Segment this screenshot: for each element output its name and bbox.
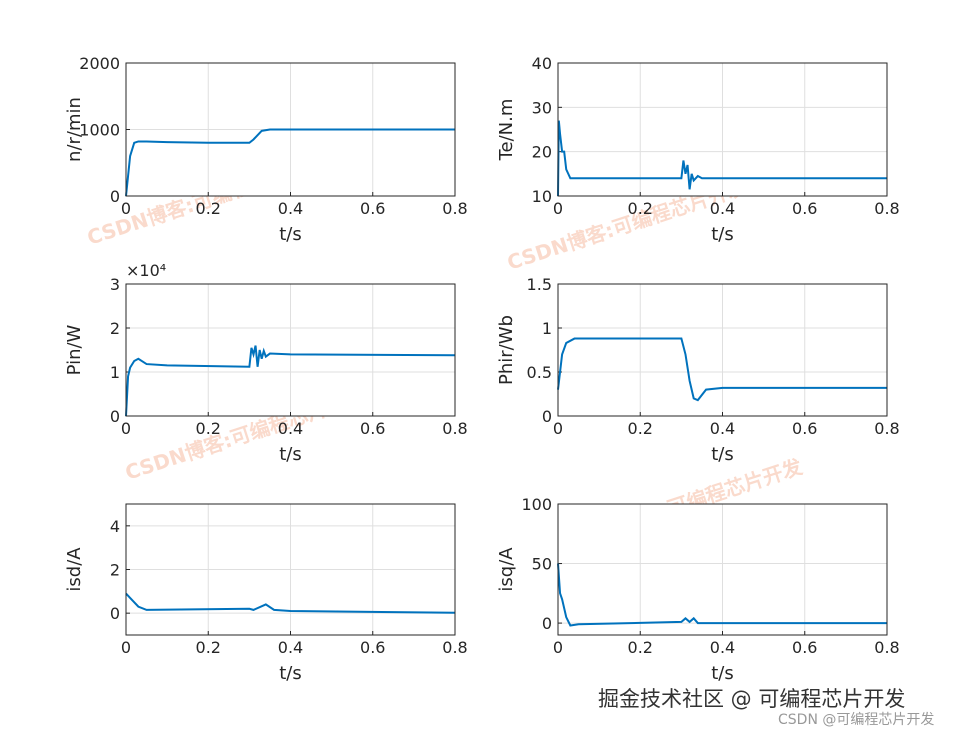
axes-box <box>125 283 456 417</box>
axes-box <box>125 62 456 197</box>
x-axis-label: t/s <box>279 663 302 684</box>
x-axis-label: t/s <box>711 224 734 245</box>
y-tick-label: 2000 <box>79 54 120 73</box>
y-axis-label: isd/A <box>64 547 85 592</box>
x-tick-label: 0.4 <box>710 199 735 218</box>
x-tick-label: 0.8 <box>442 638 467 657</box>
x-axis-label: t/s <box>711 444 734 465</box>
y-exponent-label: ×10⁴ <box>126 261 166 280</box>
x-tick-label: 0.6 <box>792 419 817 438</box>
x-tick-label: 0.8 <box>874 199 899 218</box>
y-tick-label: 2 <box>110 561 120 580</box>
series-line <box>557 120 887 197</box>
x-tick-label: 0.2 <box>196 638 221 657</box>
x-tick-label: 0.4 <box>278 638 303 657</box>
x-axis-label: t/s <box>279 444 302 465</box>
x-tick-label: 0.6 <box>792 638 817 657</box>
y-axis-label: Pin/W <box>64 324 85 375</box>
axes-box <box>557 62 888 197</box>
credit-small: CSDN @可编程芯片开发 <box>778 712 934 728</box>
y-tick-label: 3 <box>110 275 120 294</box>
x-tick-label: 0.6 <box>360 638 385 657</box>
y-tick-label: 30 <box>532 98 552 117</box>
x-tick-label: 0.2 <box>628 419 653 438</box>
x-axis-label: t/s <box>279 224 302 245</box>
y-tick-label: 1000 <box>79 121 120 140</box>
y-tick-label: 2 <box>110 319 120 338</box>
x-tick-label: 0.8 <box>874 419 899 438</box>
y-tick-label: 1 <box>542 319 552 338</box>
x-axis-label: t/s <box>711 663 734 684</box>
x-tick-label: 0.6 <box>360 419 385 438</box>
x-tick-label: 0 <box>553 419 563 438</box>
y-tick-label: 1 <box>110 363 120 382</box>
x-tick-label: 0.8 <box>442 419 467 438</box>
y-tick-label: 50 <box>532 555 552 574</box>
credit: 掘金技术社区 @ 可编程芯片开发 <box>598 687 905 711</box>
series-line <box>125 345 456 417</box>
x-tick-label: 0.8 <box>874 638 899 657</box>
y-tick-label: 0.5 <box>527 363 552 382</box>
y-axis-label: isq/A <box>496 547 517 592</box>
axes-box <box>557 283 888 417</box>
x-tick-label: 0 <box>121 638 131 657</box>
x-tick-label: 0.6 <box>360 199 385 218</box>
x-tick-label: 0.4 <box>710 419 735 438</box>
x-tick-label: 0.2 <box>628 638 653 657</box>
y-tick-label: 0 <box>110 407 120 426</box>
x-tick-label: 0 <box>121 419 131 438</box>
x-tick-label: 0 <box>553 638 563 657</box>
y-tick-label: 0 <box>542 614 552 633</box>
y-tick-label: 0 <box>542 407 552 426</box>
series-line <box>557 337 887 402</box>
y-tick-label: 20 <box>532 143 552 162</box>
y-tick-label: 100 <box>521 495 552 514</box>
x-tick-label: 0.4 <box>710 638 735 657</box>
series-line <box>557 563 887 627</box>
x-tick-label: 0.2 <box>196 199 221 218</box>
y-tick-label: 0 <box>110 187 120 206</box>
y-tick-label: 4 <box>110 517 120 536</box>
x-tick-label: 0 <box>553 199 563 218</box>
x-tick-label: 0.8 <box>442 199 467 218</box>
x-tick-label: 0.2 <box>196 419 221 438</box>
x-tick-label: 0.6 <box>792 199 817 218</box>
axes-box <box>125 503 456 636</box>
x-tick-label: 0 <box>121 199 131 218</box>
x-tick-label: 0.2 <box>628 199 653 218</box>
y-tick-label: 10 <box>532 187 552 206</box>
y-axis-label: n/r/min <box>64 97 85 162</box>
y-tick-label: 40 <box>532 54 552 73</box>
x-tick-label: 0.4 <box>278 199 303 218</box>
series-line <box>125 128 455 197</box>
series-line <box>125 592 456 614</box>
y-tick-label: 0 <box>110 604 120 623</box>
y-axis-label: Phir/Wb <box>496 315 517 385</box>
y-axis-label: Te/N.m <box>496 99 517 162</box>
axes-box <box>557 503 888 636</box>
y-tick-label: 1.5 <box>527 275 552 294</box>
x-tick-label: 0.4 <box>278 419 303 438</box>
